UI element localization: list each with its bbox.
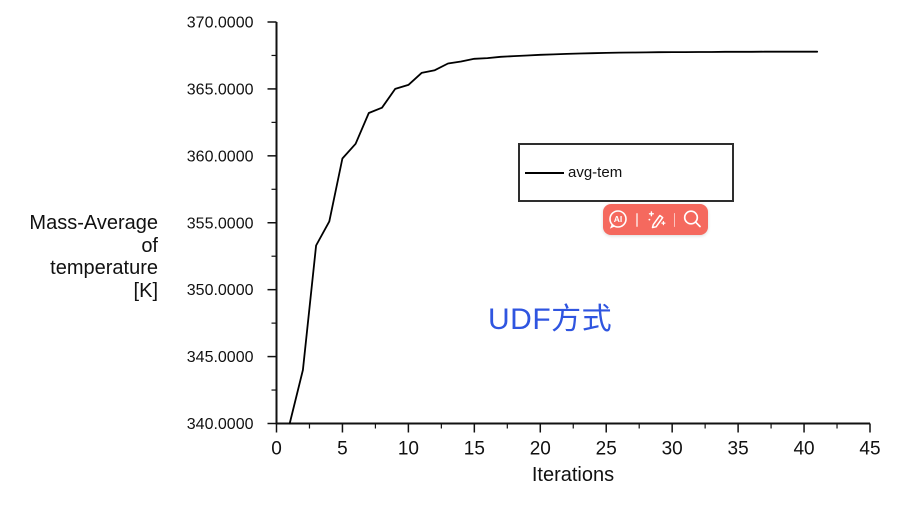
y-tick-label: 365.0000 (187, 81, 254, 98)
chart-annotation: UDF方式 (488, 303, 613, 336)
y-tick-label: 360.0000 (187, 148, 254, 165)
y-axis-title-line: of (141, 234, 158, 257)
x-tick-label: 40 (793, 439, 814, 460)
legend-label: avg-tem (568, 164, 623, 181)
x-tick-label: 0 (271, 439, 282, 460)
x-tick-label: 15 (464, 439, 485, 460)
magic-pen-button[interactable] (644, 208, 668, 232)
y-axis-title-line: temperature (50, 257, 158, 279)
ai-chat-button[interactable]: AI (606, 208, 630, 232)
x-tick-label: 45 (859, 439, 880, 460)
ai-chat-icon: AI (609, 209, 627, 229)
toolbar-separator (636, 212, 638, 227)
x-tick-label: 5 (337, 439, 348, 460)
y-axis-title-line: [K] (133, 279, 158, 302)
search-button[interactable] (681, 208, 705, 232)
x-tick-label: 35 (728, 439, 749, 460)
y-tick-label: 370.0000 (187, 15, 254, 32)
legend: avg-tem (518, 143, 734, 202)
y-tick-label: 350.0000 (187, 282, 254, 299)
x-tick-label: 30 (662, 439, 683, 460)
y-tick-label: 355.0000 (187, 215, 254, 232)
x-tick-label: 20 (530, 439, 551, 460)
legend-line-sample (525, 171, 564, 174)
ai-icon-label: AI (614, 214, 623, 224)
x-tick-label: 10 (398, 439, 419, 460)
y-tick-label: 340.0000 (187, 416, 254, 433)
x-axis-title: Iterations (531, 464, 615, 486)
series-avg-tem (288, 50, 819, 425)
y-axis-title-line: Mass-Average (29, 212, 158, 234)
toolbar-separator (673, 212, 675, 227)
search-icon (683, 209, 701, 227)
y-tick-label: 345.0000 (187, 349, 254, 366)
annotation-toolbar: AI (603, 204, 708, 235)
magic-pen-icon (648, 210, 665, 228)
axes (275, 22, 870, 425)
y-axis-title: Mass-Average of temperature [K] (0, 212, 158, 302)
x-tick-label: 25 (596, 439, 617, 460)
